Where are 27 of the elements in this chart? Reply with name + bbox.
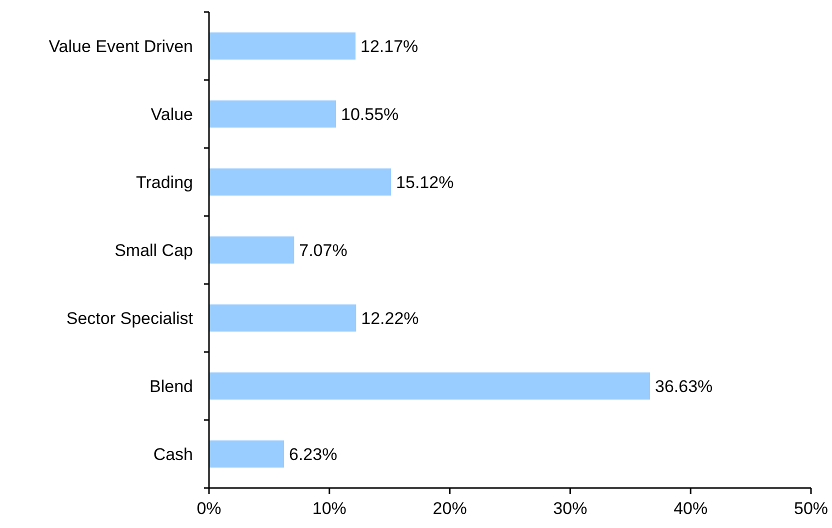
bar bbox=[209, 236, 294, 264]
x-tick-label: 40% bbox=[674, 499, 708, 518]
data-label: 12.22% bbox=[361, 308, 419, 328]
bar bbox=[209, 440, 284, 468]
data-label: 7.07% bbox=[299, 240, 348, 260]
data-label: 6.23% bbox=[289, 444, 338, 464]
x-tick-label: 50% bbox=[794, 499, 828, 518]
bar bbox=[209, 32, 356, 60]
y-tick-label: Cash bbox=[153, 444, 193, 464]
x-tick-label: 30% bbox=[553, 499, 588, 518]
data-label: 36.63% bbox=[655, 376, 713, 396]
data-label: 10.55% bbox=[341, 104, 399, 124]
y-tick-label: Small Cap bbox=[114, 240, 193, 260]
data-label: 12.17% bbox=[360, 36, 418, 56]
y-tick-label: Blend bbox=[150, 376, 193, 396]
x-tick-label: 10% bbox=[312, 499, 346, 518]
bar bbox=[209, 168, 392, 196]
bar bbox=[209, 372, 650, 400]
y-tick-label: Sector Specialist bbox=[66, 308, 194, 328]
y-tick-label: Value bbox=[150, 104, 193, 124]
y-tick-label: Value Event Driven bbox=[48, 36, 193, 56]
bar bbox=[209, 100, 336, 128]
x-tick-label: 20% bbox=[432, 499, 467, 518]
x-tick-label: 0% bbox=[196, 499, 222, 518]
y-tick-label: Trading bbox=[136, 172, 193, 192]
bar bbox=[209, 304, 356, 332]
data-label: 15.12% bbox=[396, 172, 454, 192]
